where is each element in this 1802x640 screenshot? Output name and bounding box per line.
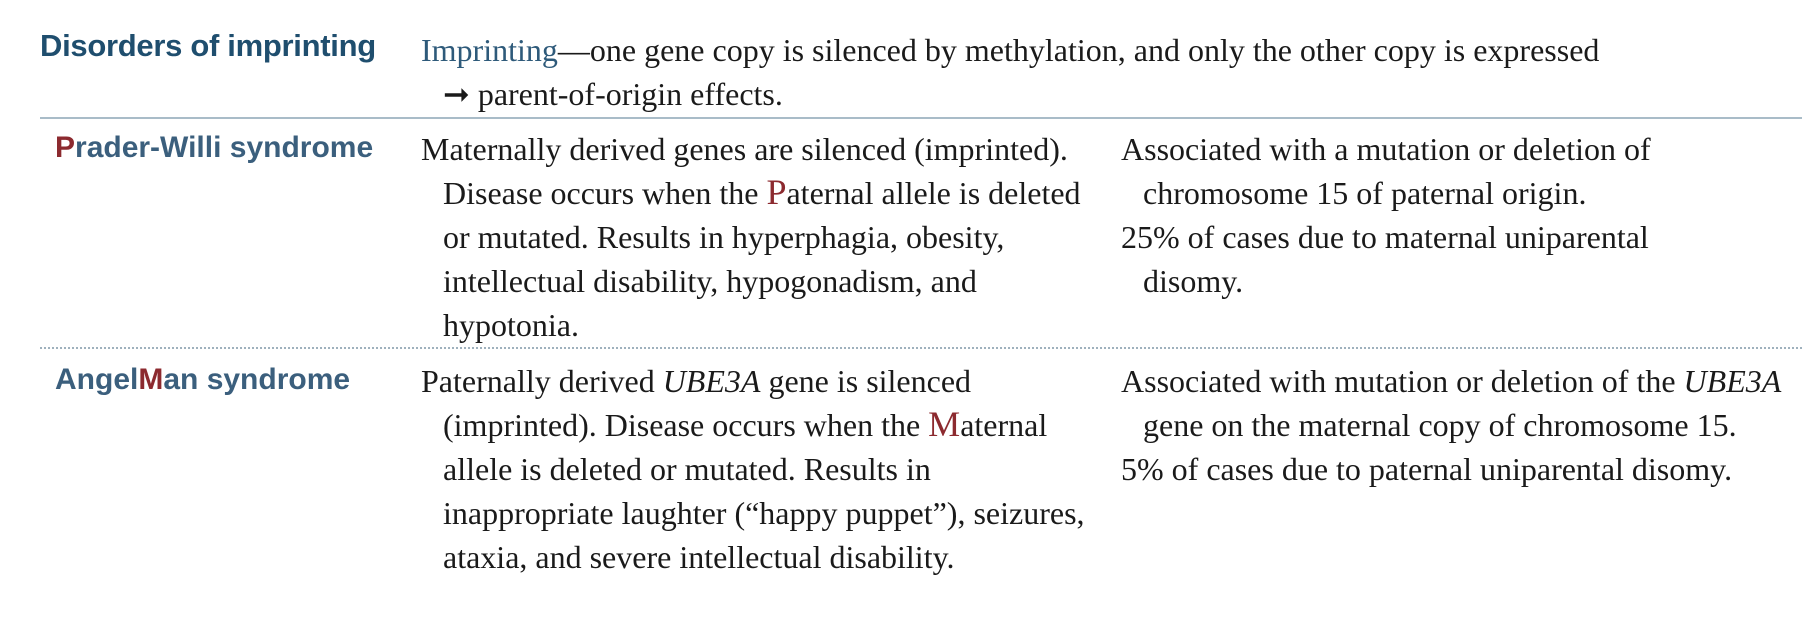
header-divider [40, 117, 1802, 119]
prader-willi-note-1: Associated with a mutation or deletion o… [1121, 131, 1651, 211]
row-divider [40, 347, 1802, 349]
angelman-note-1: Associated with mutation or deletion of … [1121, 363, 1782, 443]
section-title: Disorders of imprinting [40, 28, 376, 63]
prader-willi-notes: Associated with a mutation or deletion o… [1121, 127, 1751, 303]
intro-term: Imprinting [421, 32, 558, 68]
prader-willi-label: Prader-Willi syndrome [55, 131, 373, 165]
angelman-description: Paternally derived UBE3A gene is silence… [421, 359, 1101, 579]
angelman-description-para: Paternally derived UBE3A gene is silence… [421, 363, 1085, 575]
prader-willi-name-rest: rader-Willi syndrome [75, 131, 374, 164]
intro-text: —one gene copy is silenced by methylatio… [557, 32, 1600, 68]
angelman-name-part2: an syndrome [163, 363, 351, 396]
prader-willi-initial: P [55, 131, 76, 164]
ube3a-gene: UBE3A [662, 363, 761, 399]
angelman-note-2: 5% of cases due to paternal uniparental … [1121, 451, 1733, 487]
angelman-maternal-highlight: M [928, 404, 961, 444]
angelman-highlight: M [138, 363, 164, 396]
ube3a-gene-note: UBE3A [1683, 363, 1782, 399]
prader-willi-description-para: Maternally derived genes are silenced (i… [421, 131, 1081, 343]
prader-willi-paternal-highlight: P [766, 172, 787, 212]
angelman-name-part1: Angel [55, 363, 139, 396]
prader-willi-note-2: 25% of cases due to maternal uniparental… [1121, 219, 1649, 299]
intro-definition: Imprinting—one gene copy is silenced by … [421, 28, 1751, 116]
angelman-notes: Associated with mutation or deletion of … [1121, 359, 1791, 491]
intro-line2: ➞ parent-of-origin effects. [443, 76, 783, 112]
prader-willi-description: Maternally derived genes are silenced (i… [421, 127, 1101, 347]
angelman-label: AngelMan syndrome [55, 363, 350, 397]
